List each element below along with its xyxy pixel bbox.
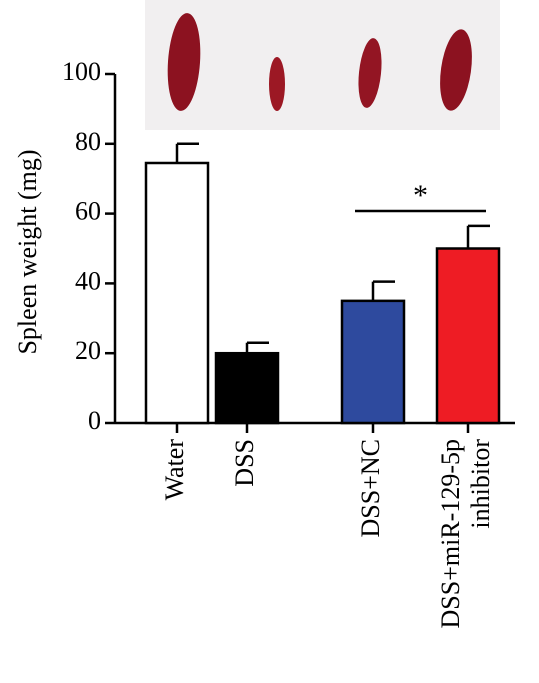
x-tick-label: DSS+miR-129-5p bbox=[436, 439, 465, 628]
bar bbox=[435, 247, 501, 425]
x-tick-label: Water bbox=[160, 439, 189, 501]
bars bbox=[144, 142, 501, 425]
axes: 0 20 40 60 80 100 Water DSS DSS+NC DSS+miR-129-5p… bbox=[62, 57, 515, 628]
x-tick-label: inhibitor bbox=[466, 439, 495, 529]
bar bbox=[214, 351, 280, 425]
y-tick-label: 20 bbox=[75, 336, 101, 365]
y-tick-label: 100 bbox=[62, 57, 101, 86]
bar bbox=[144, 161, 210, 425]
x-tick-label: DSS+NC bbox=[356, 439, 385, 537]
spleen-water bbox=[167, 13, 201, 111]
x-tick-label: DSS bbox=[230, 439, 259, 487]
bar bbox=[340, 299, 406, 425]
y-axis-title: Spleen weight (mg) bbox=[13, 149, 42, 354]
spleen-dss-nc bbox=[358, 38, 382, 108]
spleen-dss bbox=[269, 57, 285, 111]
y-tick-label: 80 bbox=[75, 127, 101, 156]
spleen-inhibitor bbox=[440, 29, 472, 111]
y-tick-label: 40 bbox=[75, 266, 101, 295]
spleen-photo bbox=[145, 0, 500, 130]
y-tick-label: 0 bbox=[88, 406, 101, 435]
significance-star: * bbox=[413, 179, 428, 212]
y-tick-label: 60 bbox=[75, 197, 101, 226]
